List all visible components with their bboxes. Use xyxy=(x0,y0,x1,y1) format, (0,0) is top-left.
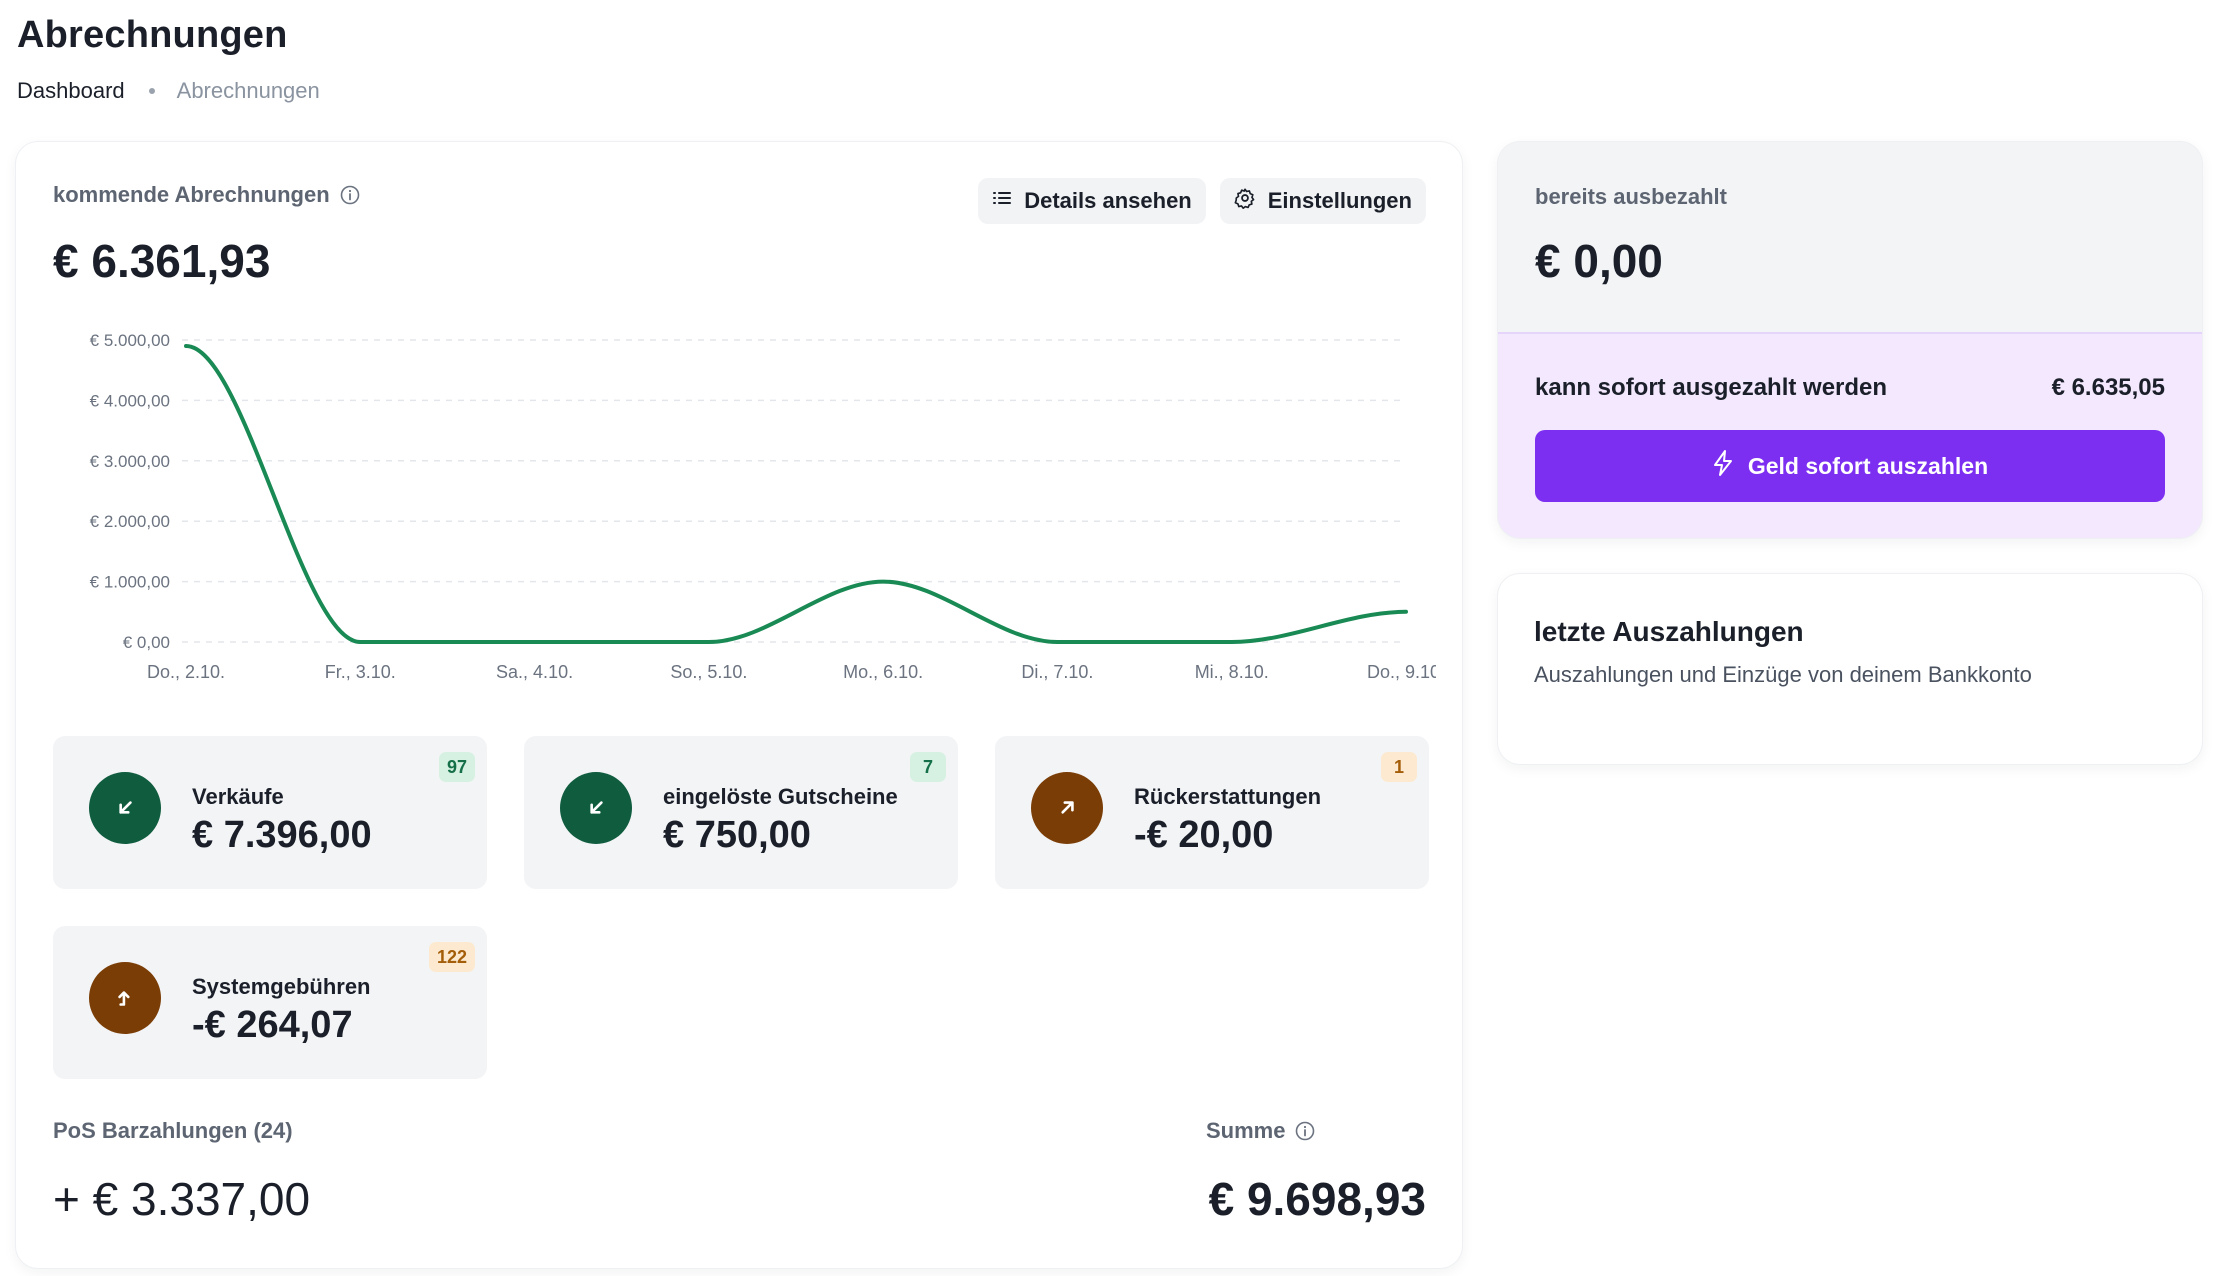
paid-out-card: bereits ausbezahlt € 0,00 kann sofort au… xyxy=(1498,142,2202,538)
series-line xyxy=(184,344,1408,645)
upcoming-label-row: kommende Abrechnungen xyxy=(53,182,360,208)
lightning-icon xyxy=(1712,449,1734,483)
breadcrumb-separator xyxy=(148,88,155,94)
stat-label: Rückerstattungen xyxy=(1134,784,1322,809)
settings-button[interactable]: Einstellungen xyxy=(1219,178,1426,224)
stat-value: € 750,00 xyxy=(663,814,811,856)
stat-label: Systemgebühren xyxy=(192,974,371,999)
stat-label: Verkäufe xyxy=(192,784,284,809)
sum-value: € 9.698,93 xyxy=(1208,1173,1426,1225)
data-point[interactable] xyxy=(354,636,366,648)
info-icon[interactable] xyxy=(1295,1121,1315,1141)
settlements-line-chart: € 5.000,00 € 4.000,00 € 3.000,00 € 2.000,00… xyxy=(90,331,1436,682)
stat-label: eingelöste Gutscheine xyxy=(663,784,898,809)
stat-count-badge: 97 xyxy=(438,752,475,782)
stat-icon-circle xyxy=(1031,772,1103,844)
breadcrumb-current: Abrechnungen xyxy=(176,78,320,103)
last-payouts-card: letzte Auszahlungen Auszahlungen und Ein… xyxy=(1498,574,2202,764)
instant-payout-button-label: Geld sofort auszahlen xyxy=(1747,452,1989,479)
data-point[interactable] xyxy=(180,340,192,352)
corner-up-icon xyxy=(118,991,130,1006)
data-point[interactable] xyxy=(529,636,541,648)
data-point[interactable] xyxy=(877,576,889,588)
sum-label-row: Summe xyxy=(1206,1118,1315,1144)
arrow-down-left-icon xyxy=(119,801,132,814)
page-title: Abrechnungen xyxy=(17,14,288,56)
stat-value: € 7.396,00 xyxy=(192,814,372,856)
stat-tile[interactable]: eingelöste Gutscheine € 750,00 7 xyxy=(524,736,958,889)
y-tick-label: € 2.000,00 xyxy=(90,512,170,531)
y-tick-label: € 3.000,00 xyxy=(90,452,170,471)
x-tick-label: Mo., 6.10. xyxy=(843,662,923,682)
last-payouts-subtitle: Auszahlungen und Einzüge von deinem Bank… xyxy=(1534,662,2032,687)
y-tick-label: € 5.000,00 xyxy=(90,331,170,350)
details-button-label: Details ansehen xyxy=(1024,188,1192,213)
x-tick-label: Fr., 3.10. xyxy=(325,662,396,682)
paid-out-section: bereits ausbezahlt € 0,00 xyxy=(1498,142,2202,332)
data-point[interactable] xyxy=(703,636,715,648)
x-tick-label: Do., 9.10. xyxy=(1367,662,1436,682)
upcoming-settlements-card: kommende Abrechnungen € 6.361,93 Details… xyxy=(16,142,1462,1268)
y-tick-label: € 0,00 xyxy=(123,633,170,652)
x-tick-label: Sa., 4.10. xyxy=(496,662,573,682)
list-icon xyxy=(992,188,1012,214)
instant-payout-value: € 6.635,05 xyxy=(2051,374,2165,401)
stat-icon-circle xyxy=(89,772,161,844)
stat-icon-circle xyxy=(560,772,632,844)
y-tick-label: € 1.000,00 xyxy=(90,573,170,592)
stat-tile[interactable]: Systemgebühren -€ 264,07 122 xyxy=(53,926,487,1079)
sum-label: Summe xyxy=(1206,1118,1286,1143)
upcoming-amount: € 6.361,93 xyxy=(53,235,271,287)
pos-cash-label: PoS Barzahlungen (24) xyxy=(53,1118,293,1143)
details-button[interactable]: Details ansehen xyxy=(978,178,1206,224)
upcoming-label: kommende Abrechnungen xyxy=(53,182,330,207)
last-payouts-title: letzte Auszahlungen xyxy=(1534,616,1804,647)
pos-cash-value: + € 3.337,00 xyxy=(53,1173,311,1225)
x-tick-label: Di., 7.10. xyxy=(1021,662,1093,682)
info-icon[interactable] xyxy=(340,185,360,205)
stat-tile[interactable]: Rückerstattungen -€ 20,00 1 xyxy=(995,736,1429,889)
card-actions: Details ansehen Einstellungen xyxy=(978,178,1426,224)
data-point[interactable] xyxy=(1226,636,1238,648)
x-tick-label: Mi., 8.10. xyxy=(1195,662,1269,682)
data-point[interactable] xyxy=(1051,636,1063,648)
settings-button-label: Einstellungen xyxy=(1267,188,1412,213)
stat-value: -€ 20,00 xyxy=(1134,814,1274,856)
arrow-up-right-icon xyxy=(1061,801,1074,814)
instant-payout-section: kann sofort ausgezahlt werden € 6.635,05… xyxy=(1498,332,2202,538)
stat-tile[interactable]: Verkäufe € 7.396,00 97 xyxy=(53,736,487,889)
instant-payout-button[interactable]: Geld sofort auszahlen xyxy=(1535,430,2165,502)
stat-count-badge: 122 xyxy=(428,942,475,972)
x-tick-label: Do., 2.10. xyxy=(147,662,225,682)
x-tick-label: So., 5.10. xyxy=(670,662,747,682)
paid-out-value: € 0,00 xyxy=(1535,235,1663,287)
arrow-down-left-icon xyxy=(590,801,603,814)
y-tick-label: € 4.000,00 xyxy=(90,391,170,410)
breadcrumb-dashboard-link[interactable]: Dashboard xyxy=(17,78,125,103)
stat-count-badge: 7 xyxy=(910,752,946,782)
data-point[interactable] xyxy=(1400,606,1412,618)
stat-value: -€ 264,07 xyxy=(192,1004,353,1046)
gear-icon xyxy=(1234,187,1256,215)
breadcrumb: Dashboard Abrechnungen xyxy=(17,78,320,104)
instant-payout-label: kann sofort ausgezahlt werden xyxy=(1535,374,1888,401)
paid-out-label: bereits ausbezahlt xyxy=(1535,184,1727,209)
stat-count-badge: 1 xyxy=(1381,752,1417,782)
stat-icon-circle xyxy=(89,962,161,1034)
